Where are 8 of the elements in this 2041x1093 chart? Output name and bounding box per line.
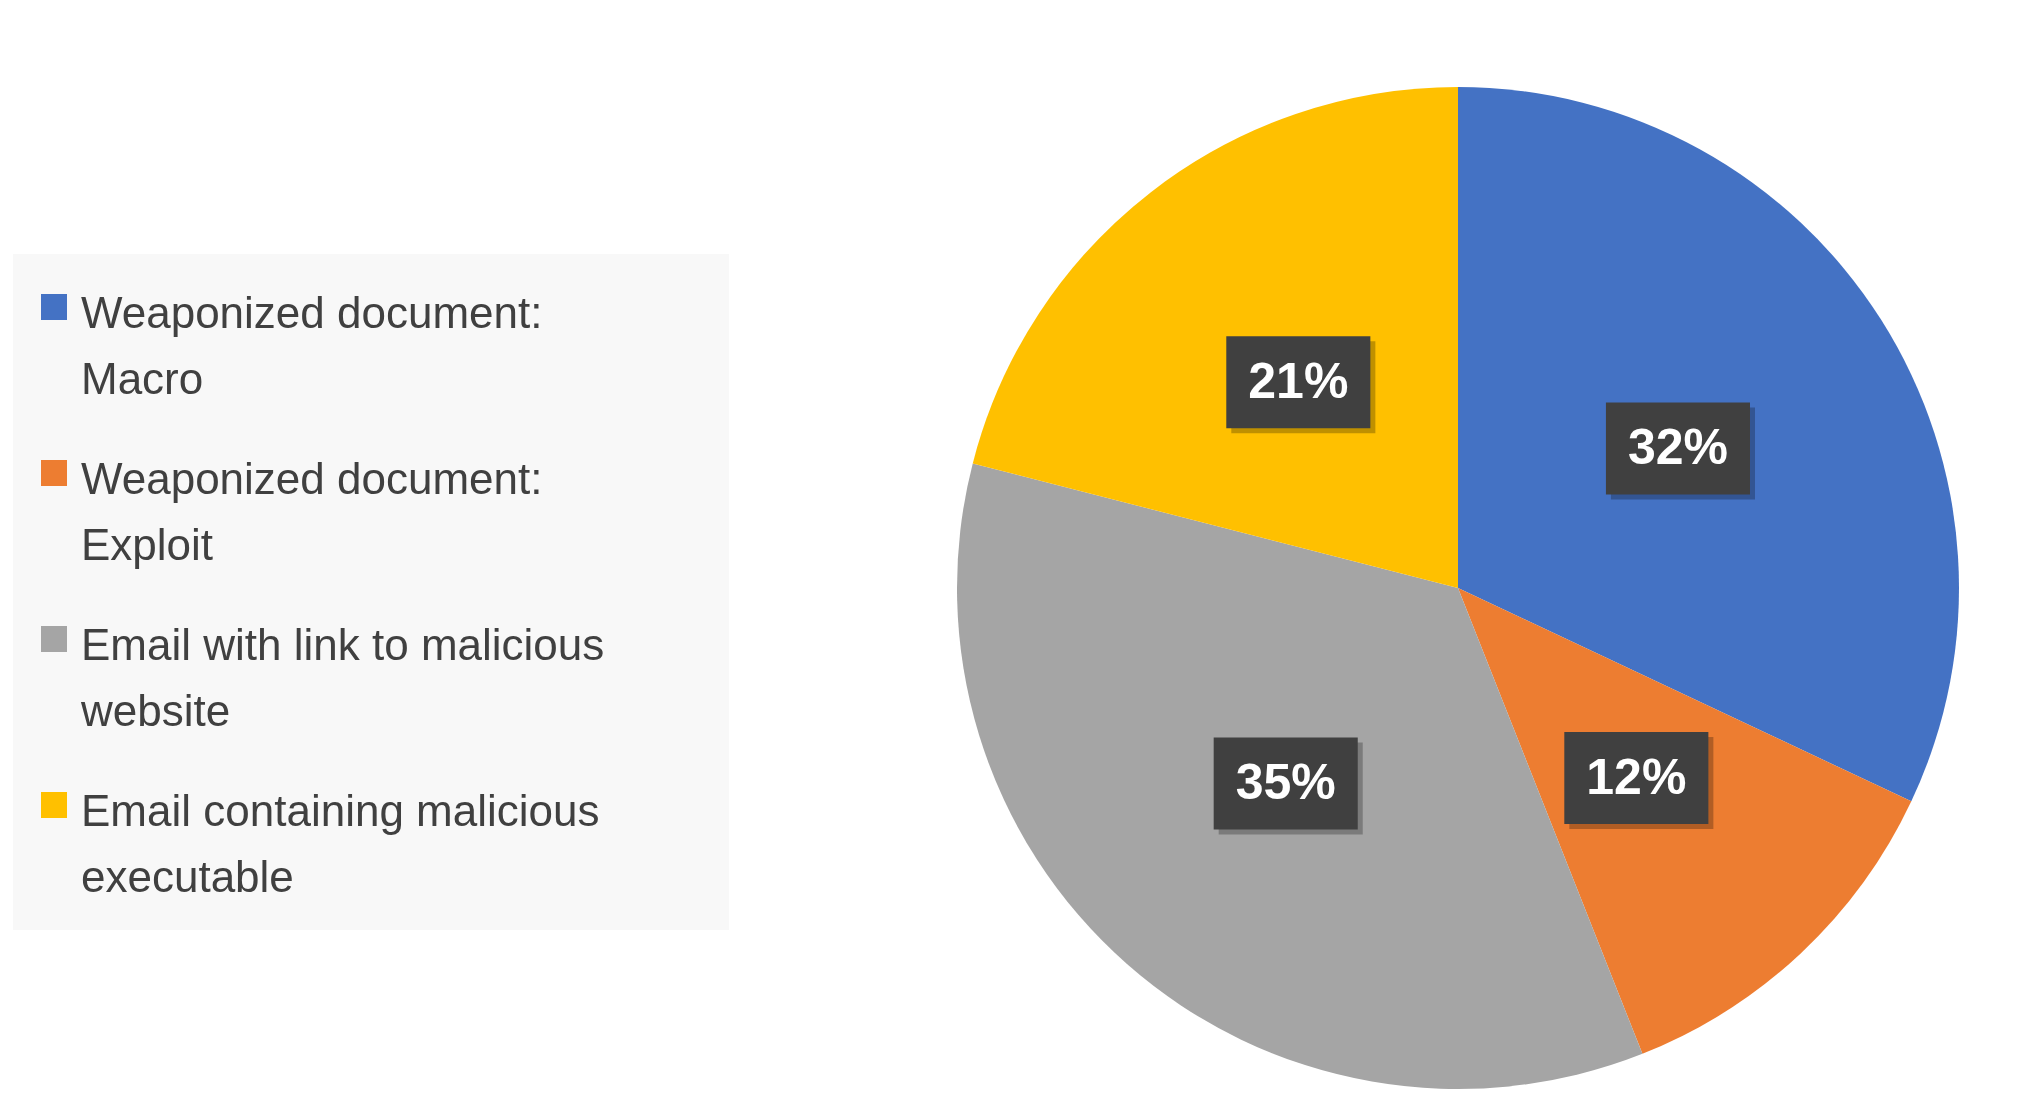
legend-label: Weaponized document: Exploit	[81, 453, 544, 571]
legend-label: Email containing malicious executable	[81, 785, 601, 903]
legend-label: Weaponized document: Macro	[81, 287, 544, 405]
legend-label: Email with link to malicious website	[81, 619, 606, 737]
data-label: 12%	[1586, 748, 1687, 805]
data-label: 21%	[1248, 352, 1349, 409]
data-label: 32%	[1627, 419, 1728, 476]
data-label: 35%	[1235, 754, 1336, 811]
